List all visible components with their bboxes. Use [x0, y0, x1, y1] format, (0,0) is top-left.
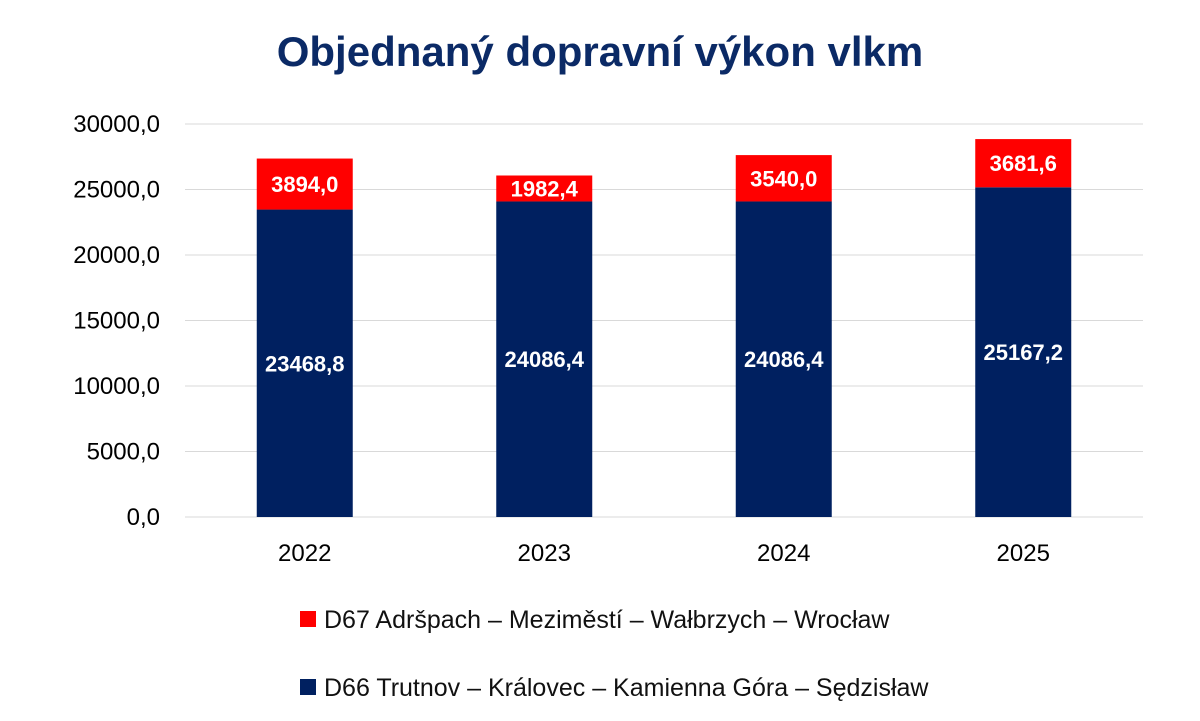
data-label-d67-2022: 3894,0	[271, 172, 338, 197]
bar-d66-2024	[735, 201, 832, 518]
x-tick-label: 2024	[757, 540, 810, 567]
legend-label-d66: D66 Trutnov – Královec – Kamienna Góra –…	[324, 674, 929, 702]
y-tick-label: 20000,0	[73, 242, 160, 269]
y-tick-label: 30000,0	[73, 111, 160, 138]
y-tick-label: 5000,0	[87, 439, 160, 466]
y-tick-label: 15000,0	[73, 308, 160, 335]
y-tick-label: 0,0	[127, 504, 160, 531]
y-tick-label: 10000,0	[73, 373, 160, 400]
data-labels: 23468,8 3894,0 24086,4 1982,4 24086,4 3540,0 2…	[265, 151, 1063, 376]
legend-item-d67: D67 Adršpach – Meziměstí – Wałbrzych – W…	[300, 606, 1100, 635]
data-label-d67-2023: 1982,4	[511, 176, 579, 201]
data-label-d67-2025: 3681,6	[990, 151, 1057, 176]
legend-swatch-d67	[300, 611, 316, 627]
bar-d67-2022	[256, 158, 353, 210]
chart-title: Objednaný dopravní výkon vlkm	[276, 28, 924, 75]
legend-item-d66: D66 Trutnov – Královec – Kamienna Góra –…	[300, 674, 1100, 703]
bar-d67-2023	[496, 175, 593, 202]
bars	[256, 139, 1072, 518]
x-tick-label: 2025	[997, 540, 1050, 567]
data-label-d67-2024: 3540,0	[750, 166, 817, 191]
data-label-d66-2023: 24086,4	[504, 347, 584, 372]
y-tick-label: 25000,0	[73, 177, 160, 204]
y-axis-tick-labels: 0,0 5000,0 10000,0 15000,0 20000,0 25000,0 300…	[73, 111, 160, 531]
legend-swatch-d66	[300, 679, 316, 695]
data-label-d66-2024: 24086,4	[744, 347, 824, 372]
data-label-d66-2025: 25167,2	[983, 340, 1063, 365]
bar-d66-2022	[256, 209, 353, 517]
data-label-d66-2022: 23468,8	[265, 351, 345, 376]
bar-d66-2025	[975, 187, 1072, 517]
bar-d67-2025	[975, 139, 1072, 188]
x-tick-label: 2023	[518, 540, 571, 567]
legend-label-d67: D67 Adršpach – Meziměstí – Wałbrzych – W…	[324, 606, 890, 634]
x-tick-label: 2022	[278, 540, 331, 567]
bar-d66-2023	[496, 201, 593, 518]
x-axis-tick-labels: 2022 2023 2024 2025	[278, 540, 1050, 567]
bar-d67-2024	[735, 155, 832, 202]
